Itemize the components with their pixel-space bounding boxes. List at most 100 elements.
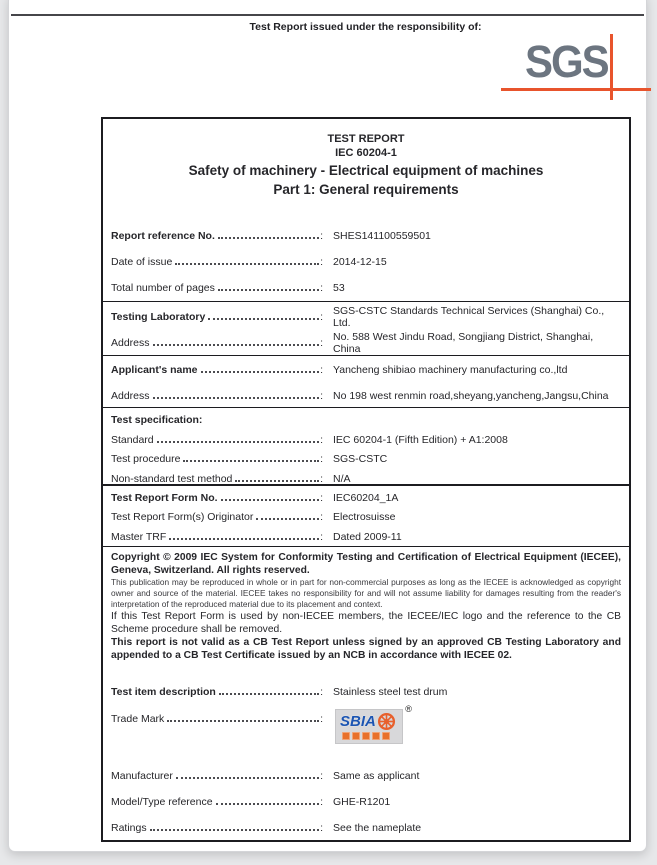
- row-value: Same as applicant: [333, 770, 420, 782]
- copyright-validity-note: This report is not valid as a CB Test Re…: [111, 637, 621, 661]
- row-value: No. 588 West Jindu Road, Songjiang Distr…: [333, 331, 594, 355]
- row-value: Stainless steel test drum: [333, 686, 448, 698]
- row-label-text: Standard: [111, 433, 154, 446]
- dotted-leader: [175, 777, 320, 779]
- table-row: Ratings: See the nameplate: [111, 815, 621, 840]
- copyright-removal-note: If this Test Report Form is used by non-…: [111, 611, 621, 635]
- row-label: Model/Type reference:: [111, 796, 323, 808]
- row-label-text: Ratings: [111, 822, 147, 834]
- dotted-leader: [149, 829, 320, 831]
- table-row: Test item description: Stainless steel te…: [111, 679, 621, 705]
- dotted-leader: [152, 344, 320, 346]
- dotted-leader: [218, 693, 320, 695]
- row-label-text: Test Report Form(s) Originator: [111, 511, 254, 524]
- row-value: 53: [333, 282, 345, 294]
- table-row: Total number of pages:53: [111, 275, 621, 301]
- dotted-leader: [217, 237, 320, 239]
- label-colon: :: [320, 311, 323, 323]
- section-refs: Report reference No.: SHES141100559501 Dat…: [103, 215, 629, 301]
- row-label-text: Address: [111, 337, 150, 349]
- standard-name: Safety of machinery - Electrical equipme…: [188, 163, 544, 178]
- row-value: 2014-12-15: [333, 256, 387, 268]
- section-form: Test Report Form No.: IEC60204_1A Test Rep…: [103, 484, 629, 546]
- label-colon: :: [320, 453, 323, 466]
- trademark-logo-top: SBIA: [340, 712, 396, 731]
- row-value: No 198 west renmin road,sheyang,yancheng…: [333, 390, 609, 402]
- table-row: Test Report Form(s) Originator: Electrosu…: [111, 508, 621, 528]
- dotted-leader: [208, 318, 320, 320]
- table-row: Testing Laboratory: SGS-CSTC Standards Te…: [111, 304, 621, 330]
- row-value: Electrosuisse: [333, 511, 396, 524]
- row-label: Applicant's name:: [111, 364, 323, 376]
- row-value: IEC60204_1A: [333, 491, 399, 504]
- section-heading: Test specification:: [111, 414, 203, 426]
- trademark-logo: ® SBIA: [335, 704, 412, 744]
- dotted-leader: [235, 479, 320, 482]
- table-row: Report reference No.: SHES141100559501: [111, 223, 621, 249]
- row-value: GHE-R1201: [333, 796, 391, 808]
- trademark-text: SBIA: [340, 712, 376, 730]
- row-label: Master TRF:: [111, 531, 323, 543]
- table-row: Master TRF: Dated 2009-11: [111, 527, 621, 546]
- label-colon: :: [320, 364, 323, 376]
- label-colon: :: [320, 230, 323, 242]
- section-copyright: Copyright © 2009 IEC System for Conformi…: [103, 546, 629, 676]
- label-colon: :: [320, 337, 323, 349]
- section-spec: Test specification: Standard: IEC 60204-1 …: [103, 407, 629, 484]
- row-label-text: Test Report Form No.: [111, 491, 218, 504]
- dotted-leader: [220, 498, 320, 501]
- row-value: SGS-CSTC: [333, 453, 388, 466]
- row-label-text: Non-standard test method: [111, 472, 233, 484]
- table-row: Manufacturer: Same as applicant: [111, 763, 621, 789]
- table-row: Address: No. 588 West Jindu Road, Songjia…: [111, 330, 621, 355]
- label-colon: :: [320, 511, 323, 524]
- dotted-leader: [175, 263, 320, 265]
- dotted-leader: [256, 518, 320, 521]
- sgs-logo-horizontal-line: [501, 88, 651, 91]
- row-label: Testing Laboratory:: [111, 311, 323, 323]
- row-label-text: Address: [111, 390, 150, 402]
- report-table-sections: Report reference No.: SHES141100559501 Dat…: [103, 215, 629, 546]
- table-row: Test Report Form No.: IEC60204_1A: [111, 488, 621, 508]
- row-label-text: Trade Mark: [111, 713, 165, 725]
- dotted-leader: [167, 720, 320, 722]
- row-label-text: Testing Laboratory: [111, 311, 206, 323]
- row-label-text: Date of issue: [111, 256, 173, 268]
- label-colon: :: [320, 686, 323, 698]
- copyright-bold-intro: Copyright © 2009 IEC System for Conformi…: [111, 552, 621, 576]
- dotted-leader: [156, 440, 320, 443]
- dotted-leader: [215, 803, 320, 805]
- table-row: Non-standard test method: N/A: [111, 469, 621, 484]
- row-label-text: Report reference No.: [111, 230, 215, 242]
- row-label: Test item description:: [111, 686, 323, 698]
- table-row: Test procedure: SGS-CSTC: [111, 450, 621, 470]
- row-value: See the nameplate: [333, 822, 422, 834]
- row-label: Test Report Form(s) Originator:: [111, 511, 323, 523]
- row-label: Test Report Form No.:: [111, 492, 323, 504]
- row-label: Report reference No.:: [111, 230, 323, 242]
- label-colon: :: [320, 796, 323, 808]
- row-label: Test procedure:: [111, 453, 323, 465]
- table-row: Model/Type reference: GHE-R1201: [111, 789, 621, 815]
- row-label: Date of issue:: [111, 256, 323, 268]
- label-colon: :: [320, 770, 323, 782]
- dotted-leader: [217, 289, 320, 291]
- registered-mark-icon: ®: [405, 704, 412, 714]
- table-row: Trade Mark: ® SBIA: [111, 704, 621, 763]
- label-colon: :: [320, 472, 323, 484]
- label-colon: :: [320, 256, 323, 268]
- sgs-logo: SGS: [501, 34, 651, 107]
- row-label: Trade Mark:: [111, 713, 323, 725]
- label-colon: :: [320, 530, 323, 543]
- label-colon: :: [320, 491, 323, 504]
- sgs-logo-vertical-line: [610, 34, 613, 100]
- document-page: Test Report issued under the responsibil…: [8, 0, 651, 852]
- dotted-leader: [169, 537, 320, 540]
- trademark-subtext-characters: [340, 732, 396, 740]
- label-colon: :: [320, 282, 323, 294]
- row-label-text: Master TRF: [111, 530, 167, 543]
- wheel-icon: [377, 712, 395, 731]
- scan-top-edge-line: [11, 14, 644, 16]
- row-label: Ratings:: [111, 822, 323, 834]
